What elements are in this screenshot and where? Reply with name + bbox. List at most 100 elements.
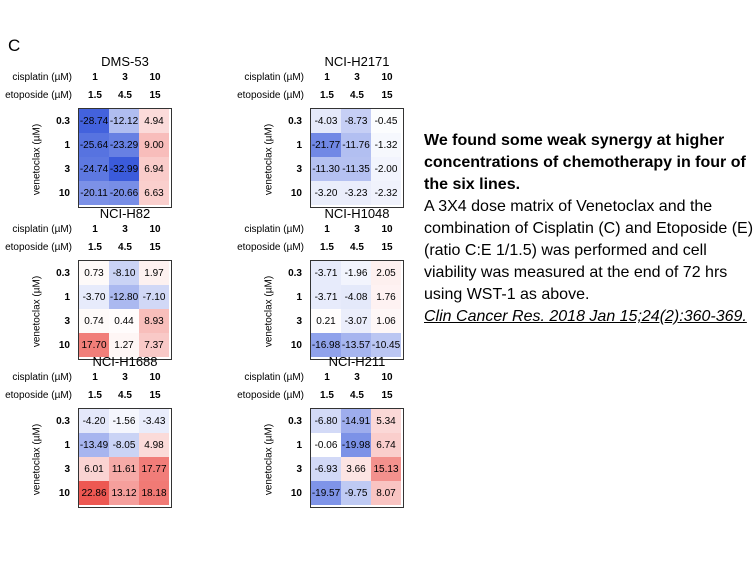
heatmap-cell: 22.86 [79,481,109,505]
panel-title: NCI-H1048 [324,206,390,221]
etoposide-label: etoposide (µM) [5,90,72,101]
venetoclax-dose: 10 [290,488,302,499]
venetoclax-dose: 1 [64,292,70,303]
etoposide-dose: 4.5 [118,242,132,253]
heatmap-cell: -4.03 [311,109,341,133]
venetoclax-label: venetoclax (µM) [31,275,43,348]
etoposide-dose: 4.5 [350,90,364,101]
heatmap-cell: -3.71 [311,285,341,309]
heatmap-cell: -3.43 [139,409,169,433]
heatmap-cell: -0.06 [311,433,341,457]
note-citation[interactable]: Clin Cancer Res. 2018 Jan 15;24(2):360-3… [424,308,747,325]
venetoclax-dose: 3 [64,464,70,475]
venetoclax-label: venetoclax (µM) [263,123,275,196]
heatmap-cell: -10.45 [371,333,401,357]
heatmap-grid [310,408,404,508]
venetoclax-dose: 1 [296,440,302,451]
venetoclax-dose: 3 [296,316,302,327]
heatmap-cell: -7.10 [139,285,169,309]
heatmap-cell: -1.32 [371,133,401,157]
heatmap-cell: -1.96 [341,261,371,285]
venetoclax-dose: 10 [290,340,302,351]
panel-title: NCI-H82 [99,206,151,221]
heatmap-cell: -23.29 [109,133,139,157]
heatmap-cell: 15.13 [371,457,401,481]
panel-title: NCI-H211 [328,354,386,369]
heatmap-cell: -19.98 [341,433,371,457]
heatmap-cell: 7.37 [139,333,169,357]
cisplatin-label: cisplatin (µM) [244,72,304,83]
note-body: A 3X4 dose matrix of Venetoclax and the … [424,198,754,303]
heatmap-cell: 6.63 [139,181,169,205]
cisplatin-dose: 3 [122,72,128,83]
heatmap-cell: 13.12 [109,481,139,505]
cisplatin-dose: 10 [381,72,393,83]
etoposide-label: etoposide (µM) [5,242,72,253]
heatmap-grid [78,408,172,508]
etoposide-dose: 4.5 [118,90,132,101]
heatmap-cell: -3.20 [311,181,341,205]
venetoclax-dose: 0.3 [56,268,70,279]
cisplatin-dose: 1 [324,224,330,235]
panel-title: NCI-H1688 [92,354,158,369]
heatmap-cell: 3.66 [341,457,371,481]
cisplatin-dose: 10 [381,372,393,383]
heatmap-cell: -12.80 [109,285,139,309]
heatmap-cell: -13.57 [341,333,371,357]
venetoclax-dose: 10 [290,188,302,199]
heatmap-cell: -2.32 [371,181,401,205]
heatmap-panel: NCI-H211 cisplatin (µM) etoposide (µM) 1 3 10… [232,354,432,514]
etoposide-dose: 1.5 [320,242,334,253]
etoposide-dose: 15 [381,242,393,253]
heatmap-cell: 0.44 [109,309,139,333]
heatmap-cell: -13.49 [79,433,109,457]
etoposide-dose: 4.5 [118,390,132,401]
cisplatin-label: cisplatin (µM) [12,372,72,383]
venetoclax-dose: 10 [58,488,70,499]
venetoclax-dose: 10 [58,188,70,199]
etoposide-dose: 15 [381,90,393,101]
heatmap-cell: 6.94 [139,157,169,181]
etoposide-dose: 15 [149,90,161,101]
heatmap-cell: -0.45 [371,109,401,133]
heatmap-cell: -11.35 [341,157,371,181]
cisplatin-dose: 1 [92,224,98,235]
venetoclax-label: venetoclax (µM) [31,423,43,496]
heatmap-cell: 0.73 [79,261,109,285]
heatmap-cell: -24.74 [79,157,109,181]
etoposide-dose: 4.5 [350,242,364,253]
heatmap-cell: 4.94 [139,109,169,133]
cisplatin-dose: 1 [92,72,98,83]
heatmap-cell: -16.98 [311,333,341,357]
cisplatin-dose: 1 [92,372,98,383]
etoposide-label: etoposide (µM) [5,390,72,401]
heatmap-cell: -28.74 [79,109,109,133]
cisplatin-dose: 3 [354,372,360,383]
heatmap-cell: 1.06 [371,309,401,333]
heatmap-panel: DMS-53 cisplatin (µM) etoposide (µM) 1 3 10 1.… [0,54,200,214]
venetoclax-dose: 3 [64,316,70,327]
heatmap-cell: -14.91 [341,409,371,433]
heatmap-cell: -8.10 [109,261,139,285]
note-heading: We found some weak synergy at higher con… [424,132,746,193]
heatmap-panel: NCI-H1048 cisplatin (µM) etoposide (µM) 1 3 1… [232,206,432,366]
venetoclax-dose: 3 [296,164,302,175]
heatmap-cell: 17.77 [139,457,169,481]
heatmap-cell: 4.98 [139,433,169,457]
venetoclax-label: venetoclax (µM) [263,423,275,496]
heatmap-cell: -20.66 [109,181,139,205]
etoposide-dose: 15 [149,390,161,401]
cisplatin-dose: 10 [381,224,393,235]
cisplatin-dose: 10 [149,224,161,235]
heatmap-cell: 11.61 [109,457,139,481]
etoposide-label: etoposide (µM) [237,90,304,101]
heatmap-cell: -8.05 [109,433,139,457]
heatmap-cell: 1.76 [371,285,401,309]
venetoclax-dose: 3 [296,464,302,475]
etoposide-dose: 15 [149,242,161,253]
heatmap-cell: 8.93 [139,309,169,333]
heatmap-cell: -8.73 [341,109,371,133]
panel-letter: C [8,36,21,55]
heatmap-cell: -19.57 [311,481,341,505]
heatmap-cell: 17.70 [79,333,109,357]
